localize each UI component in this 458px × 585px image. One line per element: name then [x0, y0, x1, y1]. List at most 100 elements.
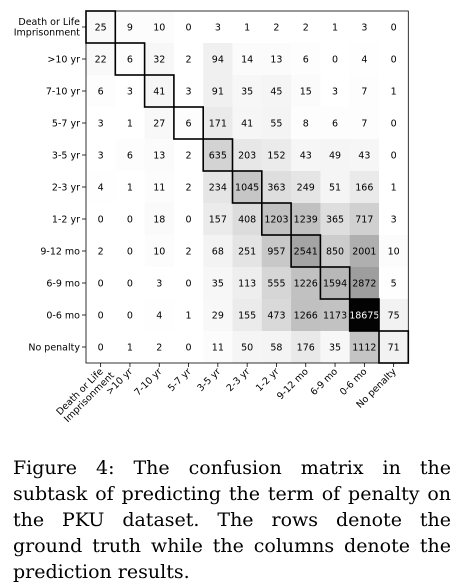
cell-value-r10-c2: 2 [156, 343, 162, 354]
cell-r2-c9 [349, 75, 380, 108]
cell-r1-c2 [144, 43, 175, 76]
row-label-9-12-mo: 9-12 mo [40, 247, 80, 258]
cell-value-r6-c9: 717 [355, 215, 373, 226]
cell-r10-c6 [261, 331, 292, 364]
cell-r0-c7 [291, 11, 321, 44]
cell-r10-c7 [291, 331, 321, 364]
cell-value-r6-c3: 0 [186, 215, 192, 226]
cell-r9-c4 [203, 299, 233, 332]
cell-value-r6-c7: 1239 [294, 215, 318, 226]
cell-r4-c8 [320, 139, 350, 172]
row-label-10-yr: >10 yr [47, 55, 80, 66]
cell-value-r4-c7: 43 [300, 151, 312, 162]
cell-r9-c10 [379, 299, 409, 332]
cell-value-r5-c3: 2 [186, 183, 192, 194]
cell-r8-c9 [349, 267, 380, 300]
cell-value-r10-c3: 0 [186, 343, 192, 354]
cell-value-r2-c10: 1 [391, 87, 397, 98]
cell-r0-c6 [261, 11, 292, 44]
cell-r3-c2 [144, 107, 175, 140]
cell-value-r6-c6: 1203 [264, 215, 288, 226]
cell-value-r4-c5: 203 [238, 151, 256, 162]
row-label-6-9-mo: 6-9 mo [46, 279, 80, 290]
cell-value-r3-c9: 7 [361, 119, 367, 130]
cell-r9-c3 [173, 299, 204, 332]
cell-r6-c4 [203, 203, 233, 236]
cell-r7-c6 [261, 235, 292, 268]
cell-value-r6-c8: 365 [326, 215, 344, 226]
row-label-death-or-life-imprisonment: Death or Life Imprisonment [14, 17, 81, 39]
cell-r2-c1 [115, 75, 145, 108]
cell-r10-c9 [349, 331, 380, 364]
cell-value-r3-c1: 1 [127, 119, 133, 130]
cell-r7-c0 [86, 235, 116, 268]
cell-r8-c8 [320, 267, 350, 300]
cell-r8-c0 [86, 267, 116, 300]
cell-r3-c0 [86, 107, 116, 140]
cell-value-r7-c4: 68 [212, 247, 224, 258]
col-label-5-7-yr: 5-7 yr [166, 366, 194, 394]
cell-value-r6-c5: 408 [238, 215, 256, 226]
cell-value-r8-c10: 5 [391, 279, 397, 290]
cell-value-r3-c6: 55 [270, 119, 282, 130]
cell-value-r4-c0: 3 [98, 151, 104, 162]
cell-value-r3-c2: 27 [153, 119, 165, 130]
cell-value-r8-c5: 113 [238, 279, 256, 290]
cell-r10-c3 [173, 331, 204, 364]
cell-r5-c5 [232, 171, 263, 204]
cell-value-r0-c9: 3 [361, 23, 367, 34]
cell-r2-c2 [144, 75, 175, 108]
confusion-matrix: Death or Life Imprisonment>10 yr7-10 yr5-… [14, 10, 410, 425]
cell-value-r10-c4: 11 [212, 343, 224, 354]
cell-r4-c10 [379, 139, 409, 172]
cell-r1-c1 [115, 43, 145, 76]
cell-value-r9-c0: 0 [98, 311, 104, 322]
cell-r10-c8 [320, 331, 350, 364]
cell-value-r3-c10: 0 [391, 119, 397, 130]
cell-r3-c7 [291, 107, 321, 140]
cell-value-r2-c1: 3 [127, 87, 133, 98]
cell-r2-c7 [291, 75, 321, 108]
cell-r8-c10 [379, 267, 409, 300]
cell-r0-c3 [173, 11, 204, 44]
cell-r4-c9 [349, 139, 380, 172]
cell-r6-c7 [291, 203, 321, 236]
cell-r0-c0 [86, 11, 116, 44]
row-label-5-7-yr: 5-7 yr [52, 119, 80, 130]
cell-r7-c5 [232, 235, 263, 268]
cell-value-r1-c1: 6 [127, 55, 133, 66]
cell-r4-c6 [261, 139, 292, 172]
cell-value-r5-c4: 234 [209, 183, 227, 194]
cell-r9-c6 [261, 299, 292, 332]
diagonal-box-1 [114, 42, 146, 76]
cell-r8-c2 [144, 267, 175, 300]
cell-r3-c4 [203, 107, 233, 140]
cell-r4-c4 [203, 139, 233, 172]
cell-value-r9-c1: 0 [127, 311, 133, 322]
cell-r8-c1 [115, 267, 145, 300]
cell-value-r2-c5: 35 [241, 87, 253, 98]
cell-r8-c4 [203, 267, 233, 300]
cell-r0-c10 [379, 11, 409, 44]
diagonal-box-3 [173, 106, 204, 140]
cell-r5-c1 [115, 171, 145, 204]
cell-value-r10-c9: 1112 [352, 343, 376, 354]
cell-r1-c0 [86, 43, 116, 76]
cell-r10-c10 [379, 331, 409, 364]
col-label-1-2-yr: 1-2 yr [254, 366, 282, 394]
cell-value-r10-c7: 176 [297, 343, 315, 354]
cell-value-r0-c1: 9 [127, 23, 133, 34]
cell-r1-c5 [232, 43, 263, 76]
cell-r5-c9 [349, 171, 380, 204]
cell-value-r1-c0: 22 [95, 55, 107, 66]
cell-value-r5-c7: 249 [297, 183, 315, 194]
cell-value-r3-c5: 41 [241, 119, 253, 130]
cell-r5-c6 [261, 171, 292, 204]
cell-value-r0-c2: 10 [153, 23, 165, 34]
cell-r6-c3 [173, 203, 204, 236]
cell-r1-c3 [173, 43, 204, 76]
col-label-6-9-mo: 6-9 mo [309, 366, 341, 398]
diagonal-box-7 [290, 234, 322, 268]
cell-value-r10-c10: 71 [388, 343, 400, 354]
cell-r4-c7 [291, 139, 321, 172]
